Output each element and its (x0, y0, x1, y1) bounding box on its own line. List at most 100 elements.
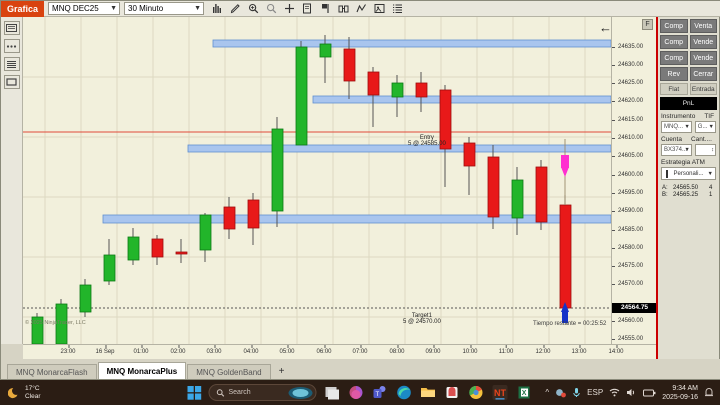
battery-icon[interactable] (643, 389, 656, 397)
pencil-icon[interactable] (230, 3, 241, 14)
tab-goldenband[interactable]: MNQ GoldenBand (187, 364, 271, 379)
account-qty-labels: Cuenta Cant.... (658, 133, 719, 144)
instrument-selector[interactable]: MNQ DEC25 ▼ (48, 2, 121, 15)
grafica-menu-button[interactable]: Grafica (1, 0, 45, 17)
instrumento-selector[interactable]: MNQ... ▼ (661, 121, 692, 133)
microphone-icon[interactable] (572, 387, 581, 398)
instrument-tif-labels: Instrumento TIF (658, 110, 719, 121)
rectangle-icon[interactable] (3, 75, 20, 89)
price-tick: 24635.00 (612, 43, 657, 52)
excel-icon[interactable]: X (516, 384, 533, 401)
language-indicator[interactable]: ESP (587, 388, 604, 397)
chart-canvas (23, 17, 611, 344)
atm-label-row: Estrategia ATM (658, 156, 719, 167)
atm-label: Estrategia ATM (661, 159, 705, 166)
microsoft-store-icon[interactable] (444, 384, 461, 401)
interval-selector[interactable]: 30 Minuto ▼ (124, 2, 205, 15)
tab-monarcaplus[interactable]: MNQ MonarcaPlus (97, 362, 187, 379)
target-detail: 5 @ 24570.00 (403, 319, 441, 325)
sell-stop-button[interactable]: Vende (689, 51, 717, 65)
reverse-button[interactable]: Rev (660, 67, 688, 81)
candle (487, 145, 500, 229)
data-box-icon[interactable] (302, 3, 313, 14)
notification-icon[interactable] (704, 387, 714, 398)
teams-icon[interactable]: T (372, 384, 389, 401)
ninjatrader-icon[interactable]: NT (492, 384, 509, 401)
copilot-avatar-icon[interactable] (288, 386, 314, 400)
tab-monarcaflash[interactable]: MNQ MonarcaFlash (7, 364, 97, 379)
search-input[interactable]: Search (208, 384, 317, 401)
chevron-down-icon: ▼ (708, 124, 714, 130)
countdown-text: Tiempo restante = 00:25:52 (533, 321, 607, 327)
price-axis[interactable]: F 24635.00 24630.00 24625.00 24620.00 24… (611, 17, 657, 344)
network-icon[interactable] (555, 387, 567, 398)
crosshair-icon[interactable] (284, 3, 295, 14)
chevron-down-icon: ▼ (684, 124, 690, 130)
ask-label: A: (662, 185, 668, 191)
binoculars-icon[interactable] (338, 3, 349, 14)
tif-label: TIF (704, 113, 715, 120)
image-icon[interactable] (374, 3, 385, 14)
chevron-up-icon[interactable]: ^ (545, 388, 550, 397)
order-entry-panel: Comp Venta Comp Vende Comp Vende Rev Cer… (656, 17, 719, 359)
zone-bands (102, 39, 611, 224)
list-icon[interactable] (392, 3, 403, 14)
interval-value: 30 Minuto (128, 4, 164, 13)
time-tick: 16 Sep (95, 345, 115, 355)
entrada-status: Entrada (689, 83, 717, 95)
candle (271, 117, 284, 227)
clock[interactable]: 9:34 AM 2025-09-16 (662, 384, 698, 402)
cuenta-selector[interactable]: BX374... ▼ (661, 144, 692, 156)
time-tick: 13:00 (571, 345, 587, 355)
atm-strategy-selector[interactable]: Personali... ▼ (661, 167, 716, 180)
weather-widget[interactable]: 17°C Clear (0, 385, 41, 401)
drawing-tools-strip (1, 17, 23, 344)
edge-icon[interactable] (396, 384, 413, 401)
sell-market-button[interactable]: Venta (689, 19, 717, 33)
volume-icon[interactable] (626, 388, 637, 397)
zoom-in-icon[interactable] (248, 3, 259, 14)
sell-limit-button[interactable]: Vende (689, 35, 717, 49)
chevron-down-icon: ▼ (684, 147, 690, 153)
time-axis[interactable]: 23:00 16 Sep 01:00 02:00 03:00 04:00 05:… (23, 344, 656, 359)
tif-selector[interactable]: G... ▼ (694, 121, 716, 133)
lines-icon[interactable] (3, 57, 20, 71)
add-tab-button[interactable]: + (278, 366, 285, 377)
buy-stop-button[interactable]: Comp (660, 51, 688, 65)
task-view-icon[interactable] (324, 384, 341, 401)
keyboard-icon[interactable] (3, 21, 20, 35)
price-tick: 24595.00 (612, 189, 657, 198)
price-chart[interactable]: Entry 5 @ 24585.00 Target1 5 @ 24570.00 … (23, 17, 611, 344)
candle (175, 239, 188, 263)
start-button-icon[interactable] (187, 385, 202, 400)
copilot-icon[interactable] (348, 384, 365, 401)
buy-limit-button[interactable]: Comp (660, 35, 688, 49)
candle (79, 279, 92, 317)
flag-icon[interactable] (320, 3, 331, 14)
wifi-icon[interactable] (609, 388, 620, 397)
cantidad-stepper[interactable]: ↕ (694, 144, 716, 156)
price-tick: 24555.00 (612, 335, 657, 344)
instrumento-label: Instrumento (661, 113, 696, 120)
indicator-icon[interactable] (356, 3, 367, 14)
atm-bar-icon (666, 169, 668, 178)
instrumento-value: MNQ... (664, 124, 683, 130)
candle (511, 167, 524, 235)
stepper-icon[interactable]: ↕ (711, 147, 714, 153)
candle (319, 35, 332, 83)
bar-chart-icon[interactable] (212, 3, 223, 14)
file-explorer-icon[interactable] (420, 384, 437, 401)
close-button[interactable]: Cerrar (689, 67, 717, 81)
entry-arrow-icon (561, 167, 569, 177)
f-badge[interactable]: F (642, 19, 653, 30)
chart-back-arrow-icon[interactable]: ← (599, 20, 612, 35)
cuenta-value: BX374... (664, 147, 688, 153)
price-tick: 24580.00 (612, 244, 657, 253)
chrome-icon[interactable] (468, 384, 485, 401)
manage-order-row: Rev Cerrar (658, 65, 719, 81)
dots-icon[interactable] (3, 39, 20, 53)
zoom-out-icon[interactable] (266, 3, 277, 14)
buy-market-button[interactable]: Comp (660, 19, 688, 33)
moon-icon (8, 388, 18, 399)
